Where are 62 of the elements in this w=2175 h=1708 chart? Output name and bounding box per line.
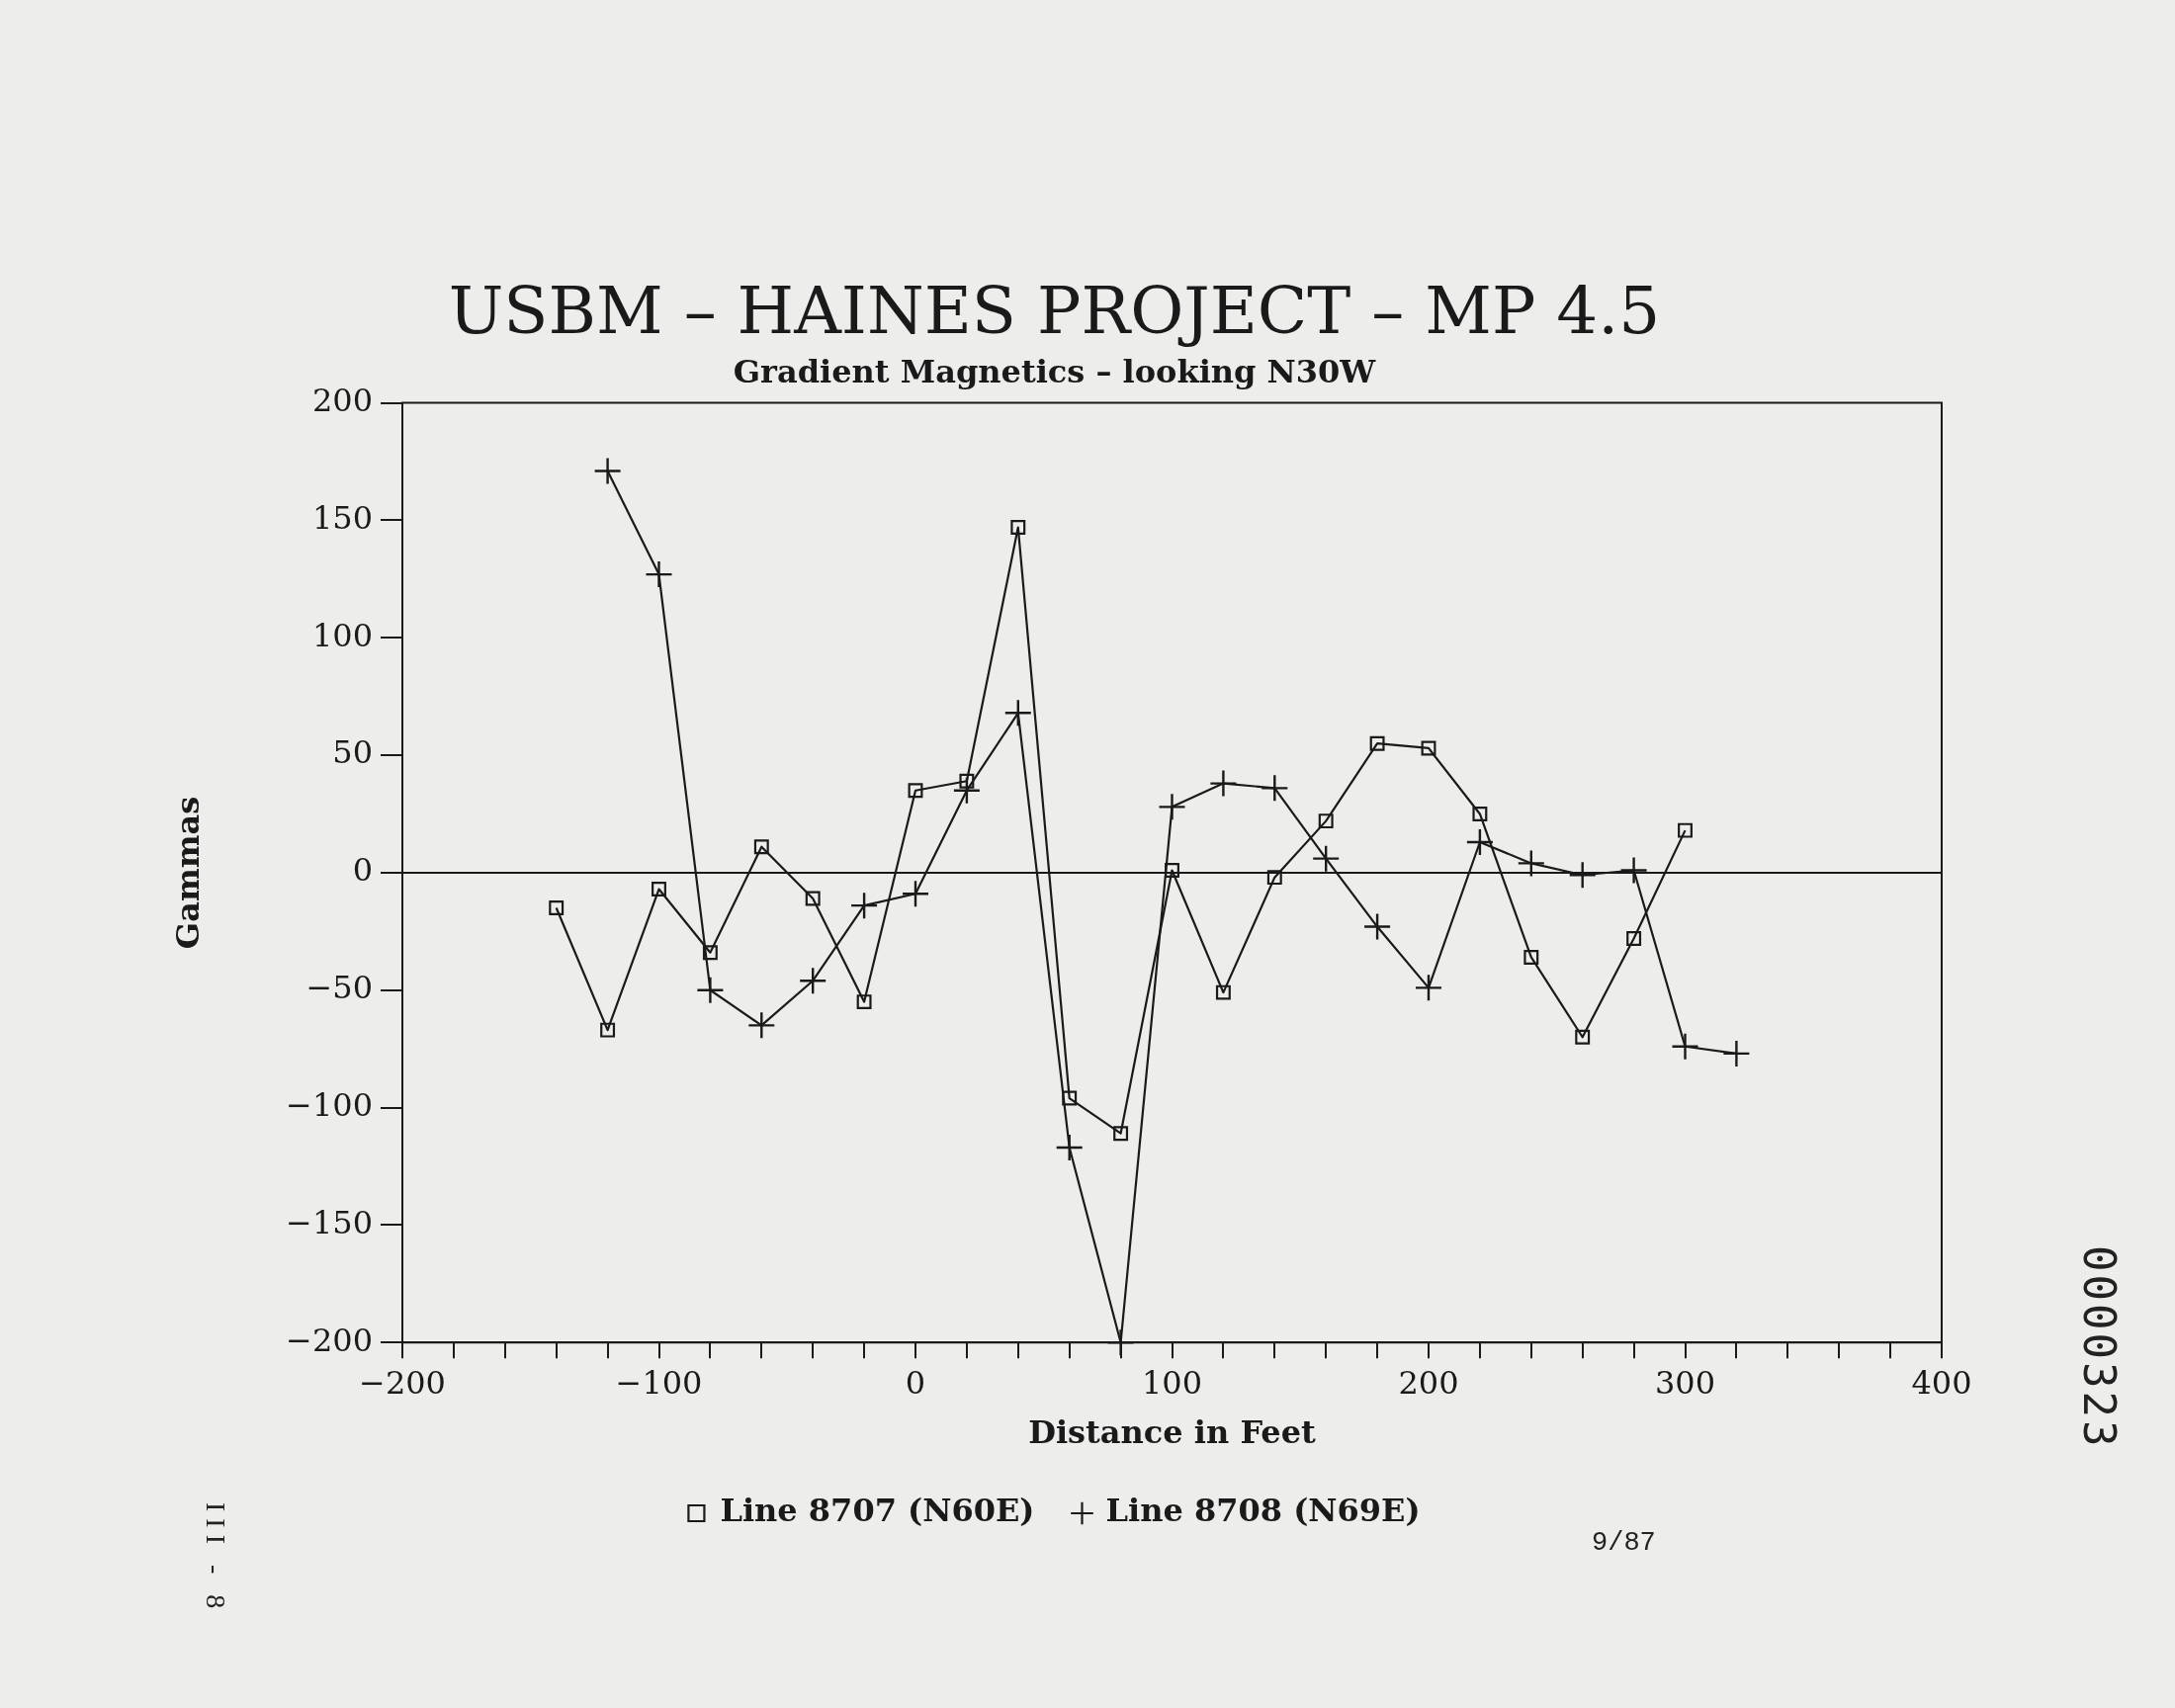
point: [856, 994, 872, 1010]
point: [1523, 949, 1539, 965]
y-tick-label: 0: [352, 851, 373, 890]
x-tick-label: 200: [1398, 1363, 1459, 1402]
point: [1672, 1033, 1698, 1060]
point: [646, 561, 672, 588]
point: [1620, 857, 1647, 884]
point: [697, 977, 724, 1003]
x-tick-label: −200: [359, 1363, 446, 1402]
y-tick-label: −50: [305, 969, 373, 1007]
point: [748, 1012, 775, 1039]
point: [959, 773, 975, 789]
text: III - 8: [201, 1502, 231, 1616]
point: [1723, 1040, 1750, 1067]
x-tick-label: −100: [615, 1363, 703, 1402]
point: [1421, 740, 1436, 756]
chart-subtitle: Gradient Magnetics – looking N30W: [733, 352, 1377, 390]
y-tick-label: 50: [332, 733, 373, 772]
x-tick-label: 400: [1911, 1363, 1972, 1402]
y-tick-label: 200: [311, 381, 373, 419]
point: [1364, 913, 1391, 940]
point: [1626, 930, 1642, 946]
point: [1210, 770, 1237, 797]
legend-label: Line 8708 (N69E): [1105, 1492, 1421, 1530]
point: [1416, 975, 1441, 1001]
x-tick-label: 300: [1654, 1363, 1716, 1402]
point: [1575, 1029, 1591, 1045]
y-tick-label: 100: [311, 616, 373, 654]
point: [594, 458, 621, 484]
y-tick-label: −100: [286, 1085, 373, 1124]
point: [753, 839, 769, 855]
point: [1266, 870, 1282, 886]
point: [1472, 807, 1488, 821]
point: [600, 1022, 616, 1038]
x-tick-label: 0: [905, 1363, 926, 1402]
point: [1369, 735, 1385, 751]
y-tick-label: −150: [286, 1203, 373, 1241]
x-axis-title: Distance in Feet: [1028, 1413, 1317, 1452]
y-axis-title: Gammas: [168, 796, 207, 950]
x-tick-label: 100: [1141, 1363, 1203, 1402]
point: [702, 945, 718, 961]
chart-title: USBM – HAINES PROJECT – MP 4.5: [448, 272, 1661, 349]
point: [1010, 520, 1026, 536]
point: [1113, 1126, 1129, 1142]
point: [1318, 813, 1334, 829]
y-tick-label: −200: [286, 1321, 373, 1359]
point: [549, 900, 565, 916]
point: [1518, 850, 1544, 877]
point: [1313, 845, 1340, 872]
y-tick-label: 150: [311, 498, 373, 537]
point: [1159, 794, 1185, 820]
point: [1262, 775, 1288, 802]
point: [805, 891, 821, 906]
point: [1062, 1090, 1078, 1106]
text: 9/87: [1592, 1528, 1656, 1558]
point: [652, 882, 666, 897]
point: [908, 783, 923, 799]
legend-label: Line 8707 (N60E): [720, 1492, 1035, 1530]
point: [1678, 822, 1693, 838]
point: [1165, 863, 1179, 878]
text: 0000323: [2074, 1245, 2125, 1450]
point: [1215, 984, 1231, 1000]
